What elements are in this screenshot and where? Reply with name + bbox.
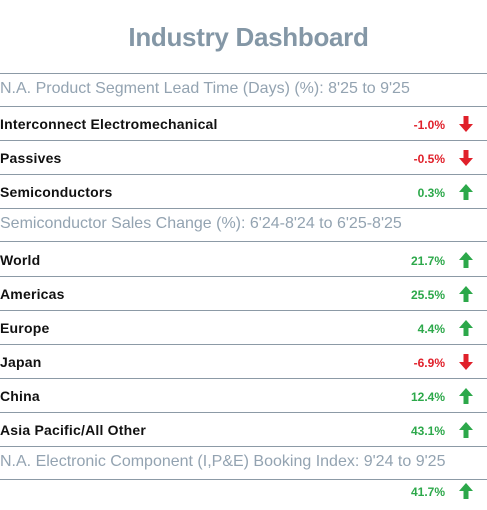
section-heading-booking-index: N.A. Electronic Component (I,P&E) Bookin… bbox=[0, 453, 446, 470]
sales-row-europe: Europe 4.4% bbox=[0, 311, 487, 344]
rule bbox=[0, 310, 487, 311]
row-label: Europe bbox=[0, 320, 50, 336]
rule bbox=[0, 479, 487, 480]
rule bbox=[0, 241, 487, 242]
row-label: Interconnect Electromechanical bbox=[0, 116, 218, 132]
rule bbox=[0, 208, 487, 209]
arrow-up-icon bbox=[459, 422, 473, 438]
rule bbox=[0, 174, 487, 175]
arrow-up-icon bbox=[459, 252, 473, 268]
rule bbox=[0, 106, 487, 107]
rule bbox=[0, 446, 487, 447]
row-value: -6.9% bbox=[413, 356, 445, 370]
row-label: Asia Pacific/All Other bbox=[0, 422, 147, 438]
row-value: 4.4% bbox=[417, 322, 445, 336]
booking-row: 41.7% bbox=[0, 474, 487, 507]
row-label: Semiconductors bbox=[0, 184, 113, 200]
row-value: 0.3% bbox=[417, 186, 445, 200]
arrow-up-icon bbox=[459, 286, 473, 302]
rule bbox=[0, 140, 487, 141]
arrow-up-icon bbox=[459, 184, 473, 200]
sales-row-asia-pacific: Asia Pacific/All Other 43.1% bbox=[0, 413, 487, 446]
sales-row-world: World 21.7% bbox=[0, 243, 487, 276]
row-value: -0.5% bbox=[413, 152, 445, 166]
dashboard-title: Industry Dashboard bbox=[128, 22, 369, 52]
rule bbox=[0, 344, 487, 345]
lead-time-row-interconnect: Interconnect Electromechanical -1.0% bbox=[0, 107, 487, 140]
rule bbox=[0, 412, 487, 413]
row-value: -1.0% bbox=[413, 118, 445, 132]
arrow-down-icon bbox=[459, 354, 473, 370]
section-heading-sales-change: Semiconductor Sales Change (%): 6'24-8'2… bbox=[0, 215, 402, 232]
row-value: 43.1% bbox=[410, 424, 445, 438]
rule-top bbox=[0, 73, 487, 74]
row-value: 21.7% bbox=[410, 254, 445, 268]
arrow-up-icon bbox=[459, 483, 473, 499]
row-value: 25.5% bbox=[410, 288, 445, 302]
row-label: Passives bbox=[0, 150, 62, 166]
row-value: 41.7% bbox=[410, 485, 445, 499]
lead-time-row-semiconductors: Semiconductors 0.3% bbox=[0, 175, 487, 208]
section-heading-lead-time: N.A. Product Segment Lead Time (Days) (%… bbox=[0, 80, 410, 97]
row-label: World bbox=[0, 252, 41, 268]
rule bbox=[0, 378, 487, 379]
row-label: Japan bbox=[0, 354, 42, 370]
row-value: 12.4% bbox=[410, 390, 445, 404]
sales-row-china: China 12.4% bbox=[0, 379, 487, 412]
lead-time-row-passives: Passives -0.5% bbox=[0, 141, 487, 174]
arrow-up-icon bbox=[459, 320, 473, 336]
arrow-up-icon bbox=[459, 388, 473, 404]
sales-row-japan: Japan -6.9% bbox=[0, 345, 487, 378]
rule bbox=[0, 276, 487, 277]
row-label: China bbox=[0, 388, 40, 404]
row-label: Americas bbox=[0, 286, 65, 302]
arrow-down-icon bbox=[459, 116, 473, 132]
sales-row-americas: Americas 25.5% bbox=[0, 277, 487, 310]
arrow-down-icon bbox=[459, 150, 473, 166]
